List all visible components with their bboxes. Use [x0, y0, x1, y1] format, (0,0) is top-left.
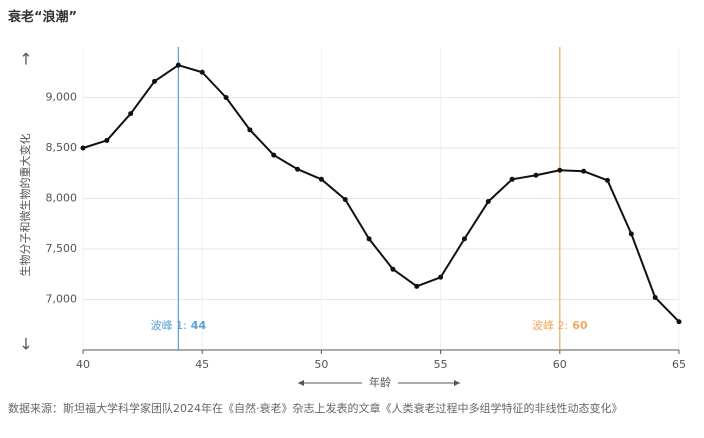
- point: [247, 127, 253, 133]
- x-arrow-left-head: [298, 380, 304, 386]
- annotation-label: 波峰 1: 44: [151, 319, 207, 332]
- x-tick-label: 40: [76, 358, 90, 371]
- point: [557, 167, 563, 173]
- line: [82, 64, 680, 323]
- source-note: 数据来源：斯坦福大学科学家团队2024年在《自然·衰老》杂志上发表的文章《人类衰…: [8, 402, 623, 415]
- point: [295, 166, 301, 172]
- point: [342, 197, 348, 203]
- annotation-value: 60: [572, 319, 588, 332]
- chart: ↑ ↓ 生物分子和微生物的重大变化 年龄 7,000 7,500 8,000 8,50…: [18, 47, 686, 389]
- up-arrow: ↑: [19, 50, 32, 69]
- point: [438, 274, 444, 280]
- point: [509, 176, 515, 182]
- chart-title: 衰老“浪潮”: [8, 10, 78, 25]
- point: [652, 294, 658, 300]
- point: [414, 283, 420, 289]
- x-axis-label: 年龄: [369, 375, 391, 389]
- point: [366, 236, 372, 242]
- point: [390, 266, 396, 272]
- point: [485, 199, 491, 205]
- down-arrow: ↓: [19, 335, 32, 354]
- x-tick-label: 60: [553, 358, 567, 371]
- point: [604, 177, 610, 183]
- y-tick-label: 8,500: [46, 141, 78, 154]
- x-tick-label: 55: [434, 358, 448, 371]
- x-tick-label: 65: [672, 358, 686, 371]
- y-tick-label: 7,500: [46, 242, 78, 255]
- point: [461, 236, 467, 242]
- y-tick-label: 7,000: [46, 293, 78, 306]
- point: [104, 137, 110, 143]
- annotation-value: 44: [191, 319, 207, 332]
- point: [533, 172, 539, 178]
- x-tick-label: 45: [195, 358, 209, 371]
- annotation-label: 波峰 2: 60: [532, 319, 588, 332]
- y-tick-label: 8,000: [46, 192, 78, 205]
- x-tick-label: 50: [314, 358, 328, 371]
- y-axis-label: 生物分子和微生物的重大变化: [18, 134, 32, 277]
- x-arrow-right-head: [454, 380, 460, 386]
- point: [676, 319, 682, 325]
- point: [271, 152, 277, 158]
- point: [152, 78, 158, 84]
- point: [581, 168, 587, 174]
- point: [175, 62, 181, 68]
- annotation-text: 波峰 2:: [532, 319, 568, 332]
- point: [128, 111, 134, 117]
- y-tick-label: 9,000: [46, 91, 78, 104]
- point: [199, 69, 205, 75]
- point: [628, 231, 634, 237]
- point: [80, 145, 86, 151]
- annotation-text: 波峰 1:: [151, 319, 187, 332]
- point: [318, 176, 324, 182]
- point: [223, 95, 229, 100]
